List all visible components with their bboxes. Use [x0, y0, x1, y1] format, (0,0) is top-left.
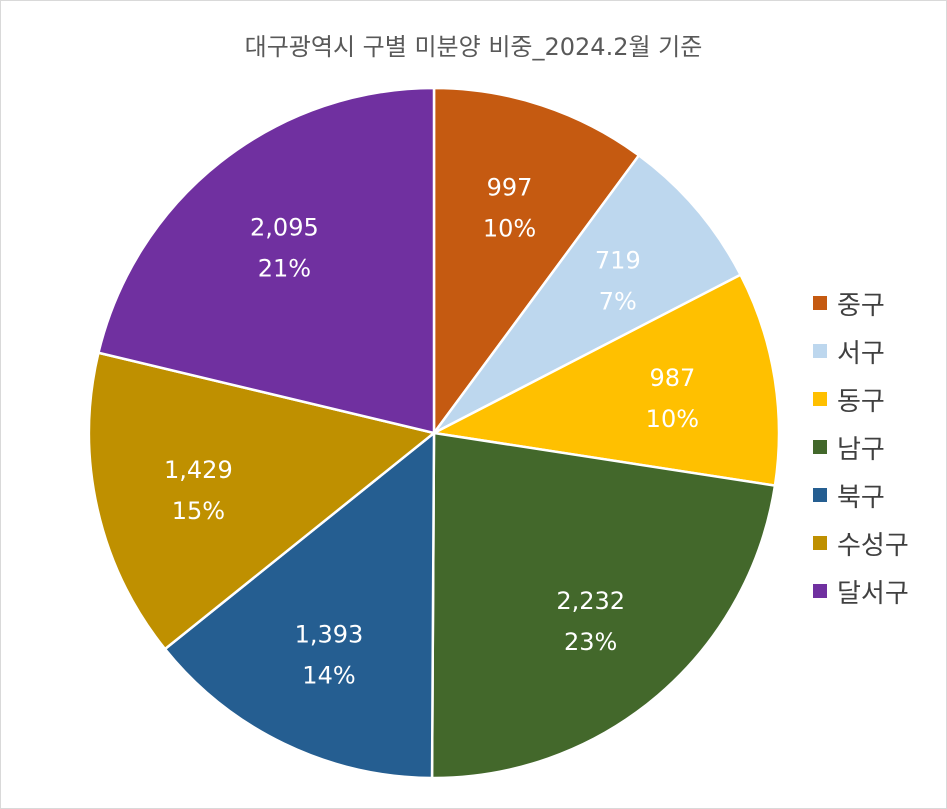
- slice-percent-label-6: 15%: [172, 497, 225, 525]
- legend-label: 서구: [837, 338, 885, 369]
- slice-value-label-2: 719: [595, 246, 641, 274]
- legend-swatch: [813, 344, 827, 358]
- legend-label: 중구: [837, 290, 885, 321]
- legend-swatch: [813, 488, 827, 502]
- pie-slice-1: [432, 86, 641, 437]
- pie-slice-6: [87, 351, 437, 651]
- slice-value-label-1: 997: [487, 174, 533, 202]
- legend-item: 서구: [813, 327, 909, 375]
- slice-value-label-3: 987: [649, 364, 695, 392]
- slice-percent-label-7: 21%: [258, 254, 311, 282]
- legend-item: 수성구: [813, 519, 909, 567]
- slice-value-label-7: 2,095: [250, 213, 319, 241]
- legend-label: 남구: [837, 434, 885, 465]
- slice-value-label-4: 2,232: [556, 587, 625, 615]
- slice-percent-label-5: 14%: [302, 661, 355, 689]
- legend-item: 북구: [813, 471, 909, 519]
- slice-percent-label-3: 10%: [646, 405, 699, 433]
- slice-value-label-5: 1,393: [295, 620, 364, 648]
- legend-item: 동구: [813, 375, 909, 423]
- pie-slice-7: [96, 86, 436, 435]
- legend-swatch: [813, 584, 827, 598]
- legend-swatch: [813, 536, 827, 550]
- legend-item: 달서구: [813, 567, 909, 615]
- pie-slice-4: [430, 431, 777, 780]
- pie-slice-3: [430, 273, 781, 488]
- slice-value-label-6: 1,429: [164, 456, 233, 484]
- legend-swatch: [813, 440, 827, 454]
- legend-item: 중구: [813, 279, 909, 327]
- legend-label: 북구: [837, 482, 885, 513]
- legend-item: 남구: [813, 423, 909, 471]
- slice-percent-label-4: 23%: [564, 628, 617, 656]
- chart-title: 대구광역시 구별 미분양 비중_2024.2월 기준: [244, 33, 703, 61]
- legend-swatch: [813, 296, 827, 310]
- legend-label: 동구: [837, 386, 885, 417]
- pie-slice-2: [432, 153, 743, 435]
- pie-slice-5: [163, 430, 436, 780]
- slice-percent-label-1: 10%: [483, 215, 536, 243]
- slice-percent-label-2: 7%: [599, 287, 637, 315]
- legend-swatch: [813, 392, 827, 406]
- legend-label: 달서구: [837, 578, 909, 609]
- legend-label: 수성구: [837, 530, 909, 561]
